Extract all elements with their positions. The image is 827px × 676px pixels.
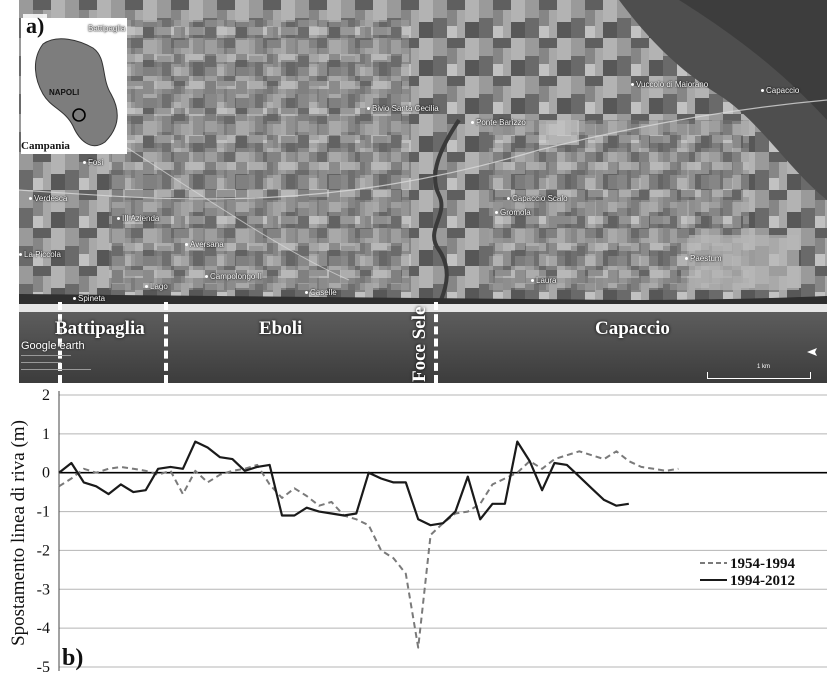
place-label: Verdesca	[29, 194, 67, 203]
panel-a-label: a)	[23, 14, 48, 38]
map-imagery	[19, 0, 827, 383]
series-line-1954-1994	[58, 450, 679, 649]
place-label: Battipaglia	[83, 24, 125, 33]
y-tick-label: 1	[42, 426, 50, 443]
place-label: Spineta	[73, 294, 105, 303]
y-tick-label: -3	[37, 581, 50, 598]
place-label: Caselle	[305, 288, 337, 297]
chart-legend: 1954-1994 1994-2012	[700, 556, 795, 589]
place-label: Laura	[531, 276, 556, 285]
inset-campania-label: Campania	[21, 140, 70, 152]
north-arrow-icon	[807, 348, 817, 356]
place-label: Fosi	[83, 158, 103, 167]
place-label: Lago	[145, 282, 168, 291]
zone-divider	[58, 302, 62, 383]
y-tick-label: 2	[42, 387, 50, 404]
y-tick-label: -4	[37, 620, 50, 637]
inset-napoli-label: NAPOLI	[49, 88, 80, 97]
y-tick-label: -1	[37, 504, 50, 521]
place-label: Aversana	[185, 240, 224, 249]
zone-label-eboli: Eboli	[259, 318, 303, 339]
zone-label-battipaglia: Battipaglia	[55, 318, 145, 339]
y-tick-label: -2	[37, 542, 50, 559]
series-line-1994-2012	[58, 440, 629, 527]
place-label: Bivio Santa Cecilia	[367, 104, 439, 113]
place-label: Campolongo II	[205, 272, 262, 281]
place-label: Vuccolo di Maiorano	[631, 80, 708, 89]
campania-region-shape	[35, 38, 118, 147]
place-label: Paestum	[685, 254, 722, 263]
place-label: Ponte Barizzo	[471, 118, 526, 127]
zone-divider	[434, 302, 438, 383]
zone-label-foce-sele: Foce Sele	[409, 306, 430, 382]
google-earth-logo: Google earth	[21, 340, 85, 352]
chart-gridlines	[59, 394, 827, 668]
campania-inset-map: NAPOLI Campania	[21, 18, 127, 154]
scale-label: 1 km	[757, 364, 771, 370]
place-label: Capaccio	[761, 86, 799, 95]
map-credits	[21, 355, 121, 376]
place-label: Capaccio Scalo	[507, 194, 568, 203]
panel-b-label: b)	[62, 645, 84, 671]
y-tick-label: -5	[37, 659, 50, 676]
place-label: La Piccola	[19, 250, 61, 259]
zone-label-capaccio: Capaccio	[595, 318, 670, 339]
legend-label-1954-1994: 1954-1994	[730, 556, 795, 572]
place-label: III Azienda	[117, 214, 159, 223]
chart-series	[58, 440, 679, 649]
place-label: Gromola	[495, 208, 531, 217]
legend-label-1994-2012: 1994-2012	[730, 573, 795, 589]
shoreline-displacement-chart: 2 1 0 -1 -2 -3 -4 -5 Spostamento linea di riva …	[8, 387, 827, 676]
satellite-map: NAPOLI Campania a) Battipaglia Vuccolo d…	[19, 0, 827, 383]
y-tick-label: 0	[42, 465, 50, 482]
zone-divider	[164, 302, 168, 383]
y-axis-title: Spostamento linea di riva (m)	[8, 420, 29, 646]
scale-bar	[707, 372, 811, 379]
y-axis-ticks: 2 1 0 -1 -2 -3 -4 -5	[37, 387, 50, 676]
